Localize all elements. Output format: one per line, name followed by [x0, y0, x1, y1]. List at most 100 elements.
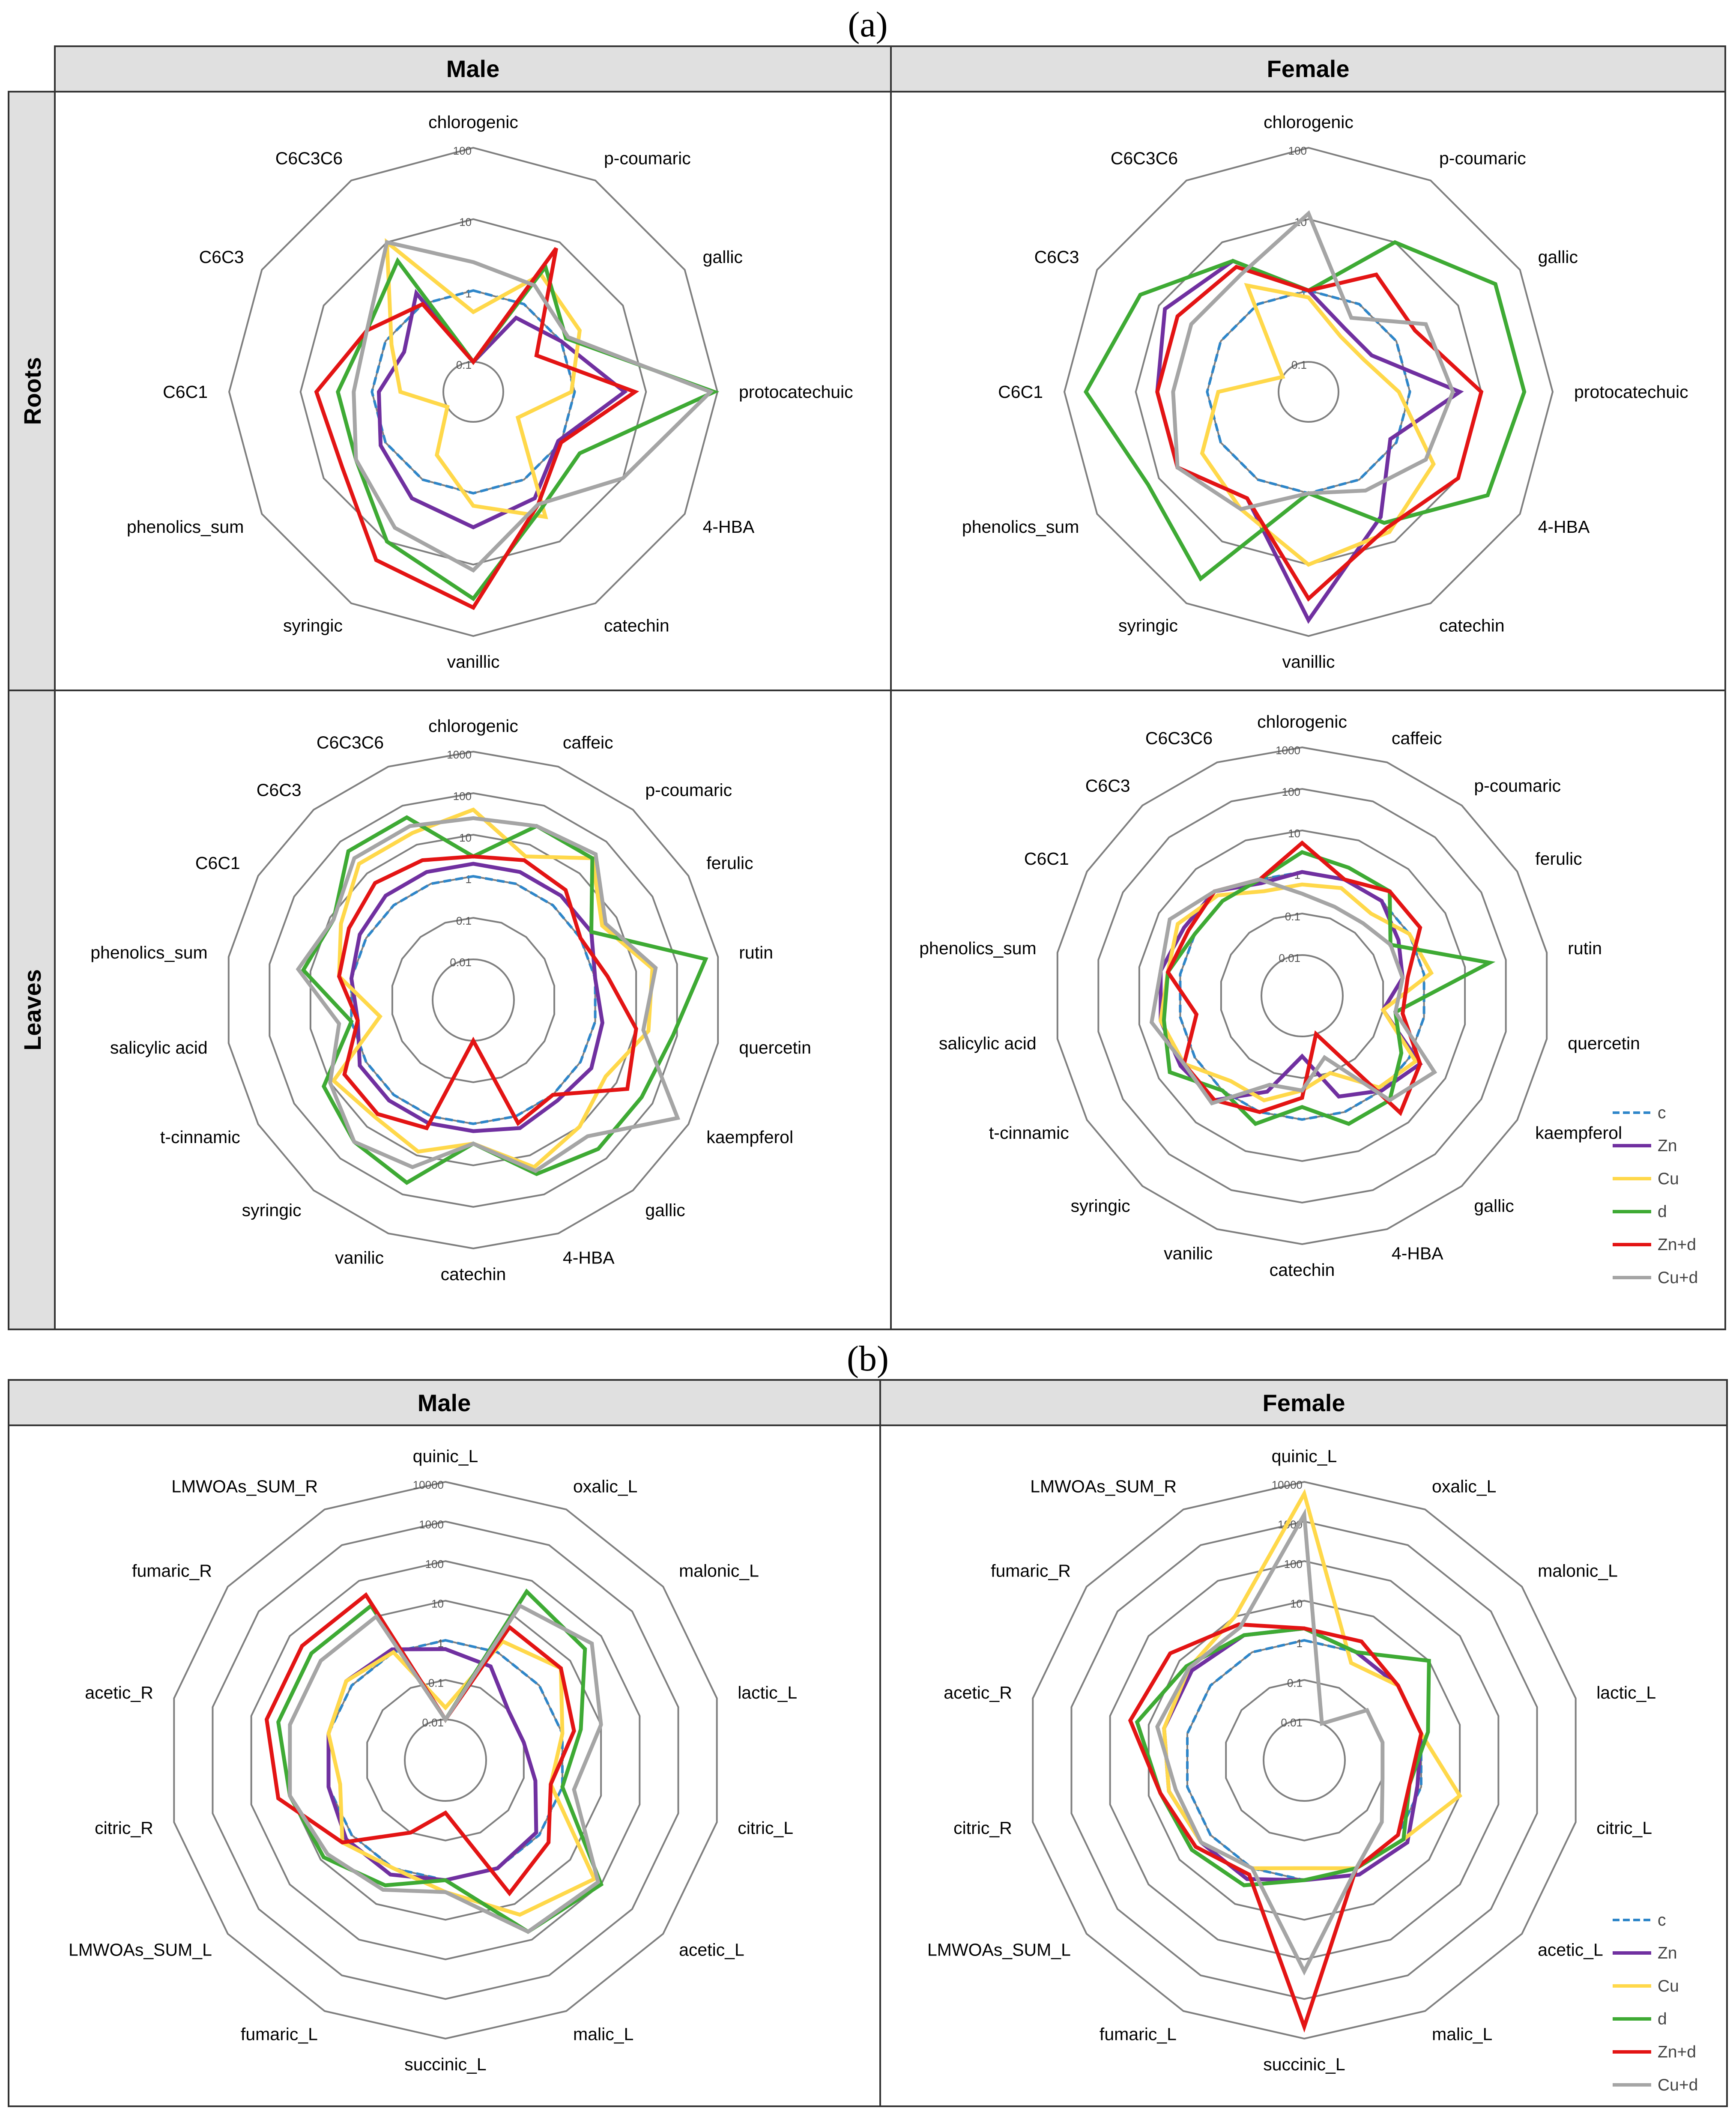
axis-label-c6c3c6: C6C3C6 [1145, 729, 1213, 748]
grid-ring [1056, 746, 1548, 1245]
series-cu-d [1149, 877, 1437, 1106]
grid-ring [1147, 1600, 1461, 1921]
series-cu-d [1155, 1508, 1385, 1976]
ring-label: 0.1 [1285, 910, 1300, 923]
axis-label-catechin: catechin [1270, 1260, 1335, 1280]
radar-male-roots: 0.1 1 10 100 chlorogenic p-coumaric gallic prot… [127, 112, 853, 672]
legend-a: c Zn Cu d Zn+d Cu+d [1613, 1104, 1698, 1287]
ring-label: 100 [1284, 1558, 1303, 1571]
axis-label-vanillic: vanillic [447, 652, 499, 672]
axis-label-4-hba: 4-HBA [1538, 517, 1590, 537]
axis-label-citric-l: citric_L [738, 1818, 793, 1838]
series-cu-d [1171, 210, 1455, 511]
grid-ring [442, 361, 504, 423]
ring-label: 10 [431, 1597, 444, 1610]
axis-label-acetic-l: acetic_L [679, 1940, 744, 1960]
axis-label-rutin: rutin [1568, 938, 1602, 958]
legend-label-d: d [1658, 2010, 1667, 2028]
grid-ring [227, 750, 719, 1250]
axis-label-caffeic: caffeic [563, 733, 613, 752]
axis-label-quercetin: quercetin [1568, 1033, 1640, 1053]
legend-label-cu-d: Cu+d [1658, 2076, 1698, 2094]
axis-label-c6c3: C6C3 [199, 247, 244, 267]
axis-label-citric-l: citric_L [1596, 1818, 1652, 1838]
grid-ring [269, 792, 678, 1208]
axis-label-catechin: catechin [1439, 616, 1505, 636]
panel-b-frame [8, 1379, 1728, 2107]
axis-label-c6c1: C6C1 [163, 382, 208, 402]
grid-ring [1135, 218, 1482, 566]
series-cu [1200, 283, 1436, 567]
series-zn [1155, 259, 1464, 624]
panel-label-a: (a) [848, 5, 887, 45]
side-label-leaves: Leaves [19, 969, 46, 1051]
side-label-roots: Roots [19, 357, 46, 425]
grid-ring [1109, 1560, 1500, 1961]
axis-label-quinic-l: quinic_L [1272, 1446, 1337, 1466]
ring-label: 0.01 [1281, 1716, 1303, 1729]
axis-label-fumaric-l: fumaric_L [1100, 2024, 1177, 2044]
series-zn-d [1165, 840, 1422, 1117]
series-zn [349, 862, 605, 1133]
ring-label: 0.1 [428, 1677, 444, 1690]
axis-label-acetic-r: acetic_R [944, 1683, 1012, 1702]
grid-ring [366, 1679, 525, 1842]
axis-label-chlorogenic: chlorogenic [428, 716, 518, 736]
panel-a-side-bar [8, 91, 56, 1330]
axis-label-acetic-l: acetic_L [1538, 1940, 1603, 1960]
axis-label-succinic-l: succinic_L [1263, 2054, 1345, 2074]
grid-ring [250, 1560, 641, 1961]
ring-label: 100 [1288, 144, 1307, 157]
axis-label-fumaric-r: fumaric_R [132, 1561, 212, 1580]
axis-label-c6c3: C6C3 [1085, 776, 1130, 796]
series-zn [1159, 870, 1423, 1102]
panel-a-grid [8, 45, 1726, 1330]
series-cu-d [288, 1603, 603, 1934]
grid-ring [228, 146, 719, 637]
radar-male-acids: 0.010.1110100100010000quinic_Loxalic_Lma… [69, 1446, 797, 2074]
ring-label: 10000 [413, 1478, 444, 1491]
axis-label-kaempferol: kaempferol [706, 1127, 793, 1147]
grid-ring [404, 1719, 487, 1802]
ring-label: 0.1 [1287, 1677, 1303, 1690]
ring-label: 100 [453, 790, 472, 803]
ring-label: 1 [1297, 1637, 1303, 1650]
ring-label: 1000 [419, 1518, 444, 1531]
axis-label-kaempferol: kaempferol [1535, 1123, 1622, 1143]
axis-label-lmwoas-sum-l: LMWOAs_SUM_L [69, 1940, 212, 1960]
grid-ring [299, 218, 647, 566]
axis-label-rutin: rutin [739, 943, 773, 962]
ring-label: 1000 [447, 748, 472, 761]
axis-label-p-coumaric: p-coumaric [604, 148, 691, 168]
grid-ring [432, 958, 515, 1042]
axis-label-p-coumaric: p-coumaric [645, 780, 732, 800]
series-d [1135, 1626, 1431, 1887]
grid-ring [1032, 1481, 1577, 2040]
axis-label-chlorogenic: chlorogenic [1257, 712, 1347, 732]
axis-label-gallic: gallic [1474, 1196, 1514, 1215]
axis-label-lmwoas-sum-r: LMWOAs_SUM_R [171, 1476, 318, 1496]
axis-label-vanilic: vanilic [1164, 1243, 1213, 1263]
series-cu-d [352, 240, 714, 573]
grid-ring [1261, 954, 1344, 1037]
grid-ring [1263, 1719, 1346, 1802]
grid-ring [391, 917, 556, 1084]
header-female-a: Female [1267, 55, 1350, 82]
series-c [350, 875, 597, 1126]
axis-label-lactic-l: lactic_L [738, 1683, 797, 1702]
panel-label-b: (b) [847, 1339, 889, 1379]
grid-ring [1138, 829, 1466, 1162]
series-d [276, 1588, 604, 1934]
axis-label-t-cinnamic: t-cinnamic [160, 1127, 240, 1147]
grid-ring [1225, 1679, 1383, 1842]
axis-label-t-cinnamic: t-cinnamic [989, 1123, 1069, 1143]
axis-label-c6c1: C6C1 [195, 853, 240, 873]
axis-label-c6c3: C6C3 [1034, 247, 1079, 267]
axis-label-ferulic: ferulic [706, 853, 753, 873]
axis-label-vanillic: vanillic [1282, 652, 1335, 672]
axis-label-malonic-l: malonic_L [679, 1561, 759, 1580]
axis-label-lmwoas-sum-l: LMWOAs_SUM_L [927, 1940, 1071, 1960]
grid-ring [1097, 788, 1507, 1204]
axis-label-phenolics-sum: phenolics_sum [90, 943, 208, 962]
